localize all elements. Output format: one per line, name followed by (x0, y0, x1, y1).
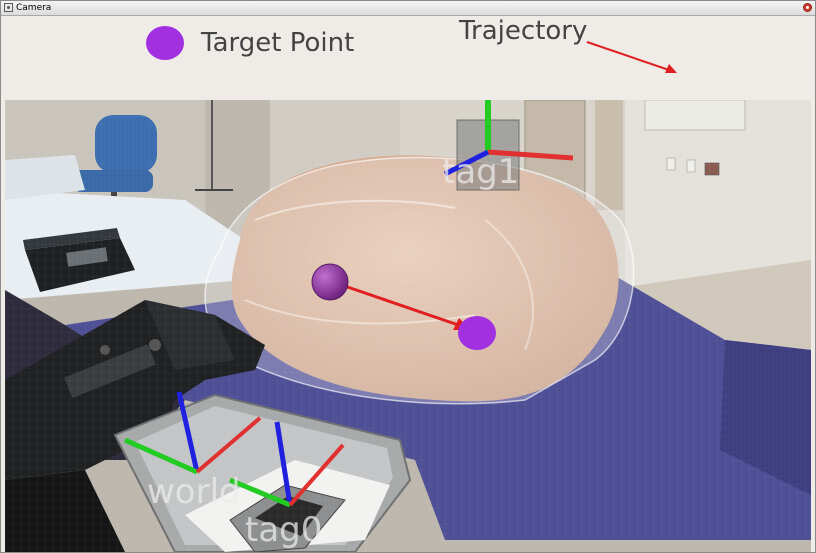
trajectory-arrow-icon (581, 36, 681, 76)
trajectory-label: Trajectory (459, 16, 587, 46)
camera-app-icon (4, 3, 13, 12)
camera-view[interactable]: tag1 world tag0 (5, 100, 811, 552)
world-frame-label: world (147, 472, 241, 512)
window-title: Camera (16, 1, 51, 15)
tag0-frame-label: tag0 (245, 510, 322, 550)
target-point-marker-icon (146, 26, 184, 60)
close-button[interactable] (803, 3, 812, 12)
legend-panel: Target Point Trajectory (1, 16, 815, 101)
tag1-frame-label: tag1 (442, 152, 519, 192)
camera-image (5, 100, 811, 552)
target-point-label: Target Point (201, 28, 354, 58)
title-bar[interactable]: Camera (1, 1, 815, 16)
